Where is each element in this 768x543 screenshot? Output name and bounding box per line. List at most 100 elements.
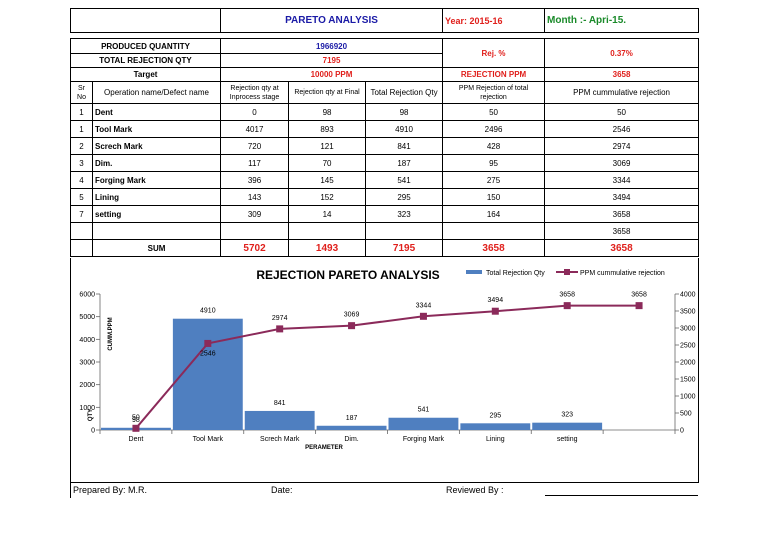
target-value: 10000 PPM <box>220 67 444 82</box>
y-tick-label-left: 4000 <box>79 337 95 344</box>
bar-value-label: 4910 <box>200 308 216 315</box>
row-final: 121 <box>288 137 367 155</box>
row-total: 323 <box>365 205 444 223</box>
row-ppm: 275 <box>442 171 546 189</box>
y-tick-label-left: 5000 <box>79 314 95 321</box>
x-tick-label: Dent <box>129 436 144 443</box>
sum-label: SUM <box>91 239 222 257</box>
rej-ppm-label: REJECTION PPM <box>442 67 546 82</box>
row-total: 541 <box>365 171 444 189</box>
row-cum: 3344 <box>544 171 700 189</box>
table-row: 4 Forging Mark 396 145 541 275 3344 <box>70 171 700 189</box>
y-tick-label-right: 0 <box>680 428 684 435</box>
col-cum: PPM cummulative rejection <box>544 81 700 104</box>
row-name: Forging Mark <box>91 171 222 189</box>
cumulative-point-label: 2546 <box>200 350 216 357</box>
y-tick-label-right: 1500 <box>680 377 696 384</box>
col-name: Operation name/Defect name <box>91 81 222 104</box>
bar-value-label: 841 <box>274 400 286 407</box>
total-rej-value: 7195 <box>220 53 444 68</box>
row-name: setting <box>91 205 222 223</box>
col-inprocess: Rejection qty at Inprocess stage <box>220 81 290 104</box>
total-rej-label: TOTAL REJECTION QTY <box>69 53 222 68</box>
row-total: 4910 <box>365 120 444 138</box>
x-tick-label: Forging Mark <box>403 436 445 443</box>
legend-line-marker <box>564 269 570 275</box>
bar <box>532 422 603 430</box>
row-total: 187 <box>365 154 444 172</box>
extra-blank <box>70 222 93 240</box>
bar-value-label: 295 <box>489 412 501 419</box>
bar-value-label: 323 <box>561 412 573 419</box>
rej-pct-value: 0.37% <box>544 38 700 68</box>
sum-total: 7195 <box>365 239 444 257</box>
row-ppm: 2496 <box>442 120 546 138</box>
cumulative-point-label: 3658 <box>559 292 575 299</box>
row-sr: 7 <box>70 205 93 223</box>
row-sr: 1 <box>70 120 93 138</box>
extra-blank <box>220 222 290 240</box>
bar <box>460 423 531 430</box>
row-inprocess: 143 <box>220 188 290 206</box>
row-total: 98 <box>365 103 444 121</box>
year-label: Year: 2015-16 <box>442 8 545 33</box>
cumulative-point <box>348 322 356 330</box>
bar <box>244 410 315 430</box>
cumulative-point-label: 3494 <box>488 297 504 304</box>
legend-line-label: PPM cummulative rejection <box>580 270 665 277</box>
bar <box>316 425 387 430</box>
footer: Prepared By: M.R. Date: Reviewed By : <box>70 482 698 498</box>
y-label-left: QTY <box>88 409 94 421</box>
bar-value-label: 98 <box>132 417 140 424</box>
x-tick-label: setting <box>557 436 578 443</box>
x-tick-label: Lining <box>486 436 505 443</box>
row-final: 893 <box>288 120 367 138</box>
cumulative-point <box>635 302 643 310</box>
x-label: PERAMETER <box>305 445 343 451</box>
sum-ppm: 3658 <box>442 239 546 257</box>
y-tick-label-right: 3500 <box>680 309 696 316</box>
rejection-table: PRODUCED QUANTITY 1966920 Rej. % 0.37% T… <box>69 38 700 257</box>
row-cum: 50 <box>544 103 700 121</box>
cumulative-point-label: 3658 <box>631 292 647 299</box>
row-final: 145 <box>288 171 367 189</box>
row-final: 70 <box>288 154 367 172</box>
bar-value-label: 541 <box>418 407 430 414</box>
row-inprocess: 117 <box>220 154 290 172</box>
cumulative-point <box>491 307 499 315</box>
y-tick-label-right: 2000 <box>680 360 696 367</box>
rej-ppm-value: 3658 <box>544 67 700 82</box>
y-tick-label-left: 2000 <box>79 382 95 389</box>
row-sr: 3 <box>70 154 93 172</box>
x-tick-label: Screch Mark <box>260 436 300 443</box>
row-total: 841 <box>365 137 444 155</box>
y-tick-label-right: 4000 <box>680 292 696 299</box>
row-sr: 2 <box>70 137 93 155</box>
row-ppm: 164 <box>442 205 546 223</box>
extra-blank <box>91 222 222 240</box>
col-total: Total Rejection Qty <box>365 81 444 104</box>
cumulative-line <box>135 304 640 429</box>
produced-label: PRODUCED QUANTITY <box>69 38 222 54</box>
row-cum: 3069 <box>544 154 700 172</box>
chart-frame <box>70 258 699 483</box>
row-sr: 5 <box>70 188 93 206</box>
table-row: 3 Dim. 117 70 187 95 3069 <box>70 154 700 172</box>
table-row: 5 Lining 143 152 295 150 3494 <box>70 188 700 206</box>
cumulative-point-label: 50 <box>132 414 140 421</box>
row-cum: 3658 <box>544 205 700 223</box>
col-sr: Sr No <box>70 81 93 104</box>
row-ppm: 428 <box>442 137 546 155</box>
y-tick-label-left: 0 <box>91 428 95 435</box>
y-tick-label-left: 1000 <box>79 405 95 412</box>
row-inprocess: 4017 <box>220 120 290 138</box>
cumulative-point-label: 2974 <box>272 315 288 322</box>
extra-blank <box>288 222 367 240</box>
row-cum: 2974 <box>544 137 700 155</box>
bar <box>172 318 243 430</box>
row-name: Screch Mark <box>91 137 222 155</box>
x-tick-label: Dim. <box>344 436 358 443</box>
bar <box>388 417 459 430</box>
y-tick-label-right: 500 <box>680 411 692 418</box>
extra-cum: 3658 <box>544 222 700 240</box>
